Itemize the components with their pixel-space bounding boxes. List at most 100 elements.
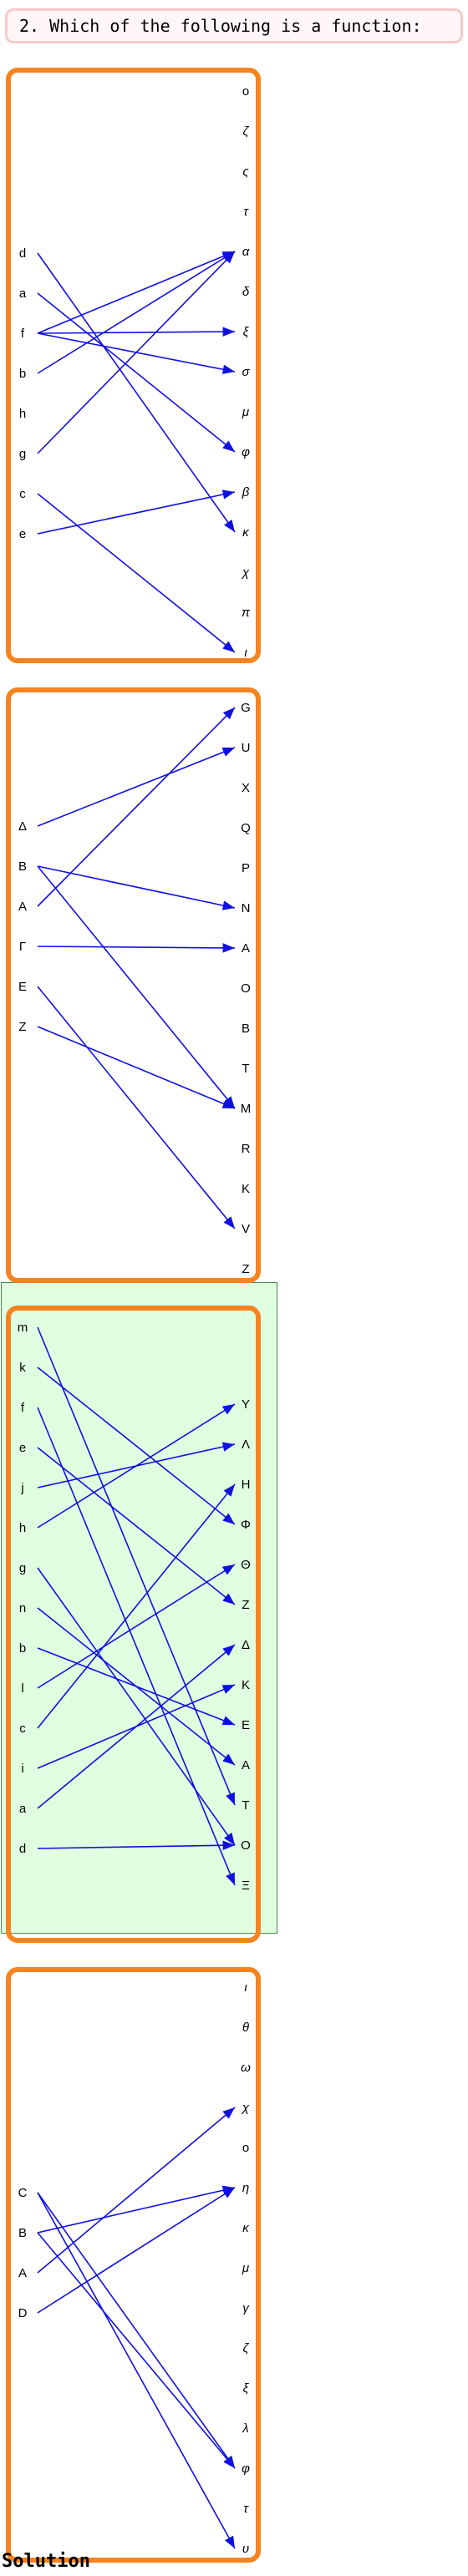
codomain-label: P <box>242 861 250 875</box>
codomain-label: o <box>242 2141 249 2155</box>
mapping-arrow <box>37 2232 236 2469</box>
option-2-diagram: Δ B A Γ E Z G U X Q P N A O B T M R K V Z <box>18 701 251 1276</box>
mapping-arrow <box>37 251 236 374</box>
domain-label: E <box>18 980 27 994</box>
option-1-diagram: d a f b h g c e o ζ ς τ α δ ξ σ μ φ β κ χ π ι <box>19 84 251 660</box>
option-3-diagram: m k f e j h g n b l c i a d Y Λ H Φ Θ Z Δ K E A T O Ξ <box>18 1321 251 1893</box>
codomain-label: α <box>242 245 250 259</box>
solution-label: Solution <box>2 2551 90 2572</box>
option-2-mapping[interactable]: Δ B A Γ E Z G U X Q P N A O B T M R K V Z <box>6 687 261 1283</box>
codomain-label: ς <box>242 165 249 179</box>
mapping-arrow <box>37 747 236 827</box>
codomain-label: O <box>241 981 251 996</box>
mapping-arrow <box>37 1647 236 1726</box>
domain-label: B <box>18 2226 27 2240</box>
mapping-arrow <box>37 292 236 453</box>
codomain-label: ι <box>244 646 247 660</box>
mapping-arrow <box>37 1447 236 1605</box>
domain-label: h <box>19 407 26 421</box>
codomain-label: μ <box>242 2261 249 2275</box>
codomain-label: Δ <box>242 1638 250 1652</box>
domain-label: k <box>19 1361 26 1375</box>
domain-label: b <box>19 367 26 381</box>
domain-label: Γ <box>19 940 26 954</box>
codomain-label: Z <box>242 1598 249 1612</box>
mapping-arrow <box>37 252 236 533</box>
domain-label: b <box>19 1641 26 1656</box>
mapping-arrow <box>37 1483 236 1729</box>
mapping-arrow <box>37 1403 236 1529</box>
mapping-arrow <box>37 2185 236 2234</box>
domain-label: f <box>21 1401 25 1415</box>
codomain-label: β <box>242 485 250 499</box>
domain-label: d <box>19 1842 26 1856</box>
domain-label: j <box>20 1481 23 1495</box>
mapping-arrow <box>37 251 236 334</box>
mapping-arrow <box>37 986 236 1230</box>
correct-answer-highlight <box>1 1282 277 1934</box>
mapping-arrow <box>37 1326 236 1806</box>
codomain-label: λ <box>242 2421 248 2436</box>
codomain-label: δ <box>242 285 250 299</box>
codomain-label: χ <box>241 2101 250 2115</box>
mapping-arrow <box>37 2192 236 2549</box>
mapping-arrow <box>37 865 236 1109</box>
codomain-label: T <box>242 1062 249 1076</box>
codomain-label: υ <box>242 2542 249 2556</box>
mapping-arrow <box>37 1840 236 1851</box>
codomain-label: K <box>242 1678 250 1692</box>
codomain-label: T <box>242 1798 249 1813</box>
domain-label: h <box>19 1521 26 1535</box>
mapping-arrow <box>37 1564 236 1689</box>
codomain-label: o <box>242 84 249 99</box>
codomain-label: φ <box>242 2462 250 2476</box>
codomain-label: O <box>241 1838 251 1853</box>
codomain-label: B <box>242 1022 250 1036</box>
codomain-label: A <box>242 1758 250 1772</box>
codomain-label: U <box>242 741 251 755</box>
codomain-label: κ <box>242 525 250 540</box>
domain-label: i <box>21 1762 23 1776</box>
option-1-mapping[interactable]: d a f b h g c e o ζ ς τ α δ ξ σ μ φ β κ χ π ι <box>6 68 261 663</box>
codomain-label: A <box>242 941 250 956</box>
codomain-label: τ <box>243 2502 249 2516</box>
domain-label: m <box>18 1321 28 1335</box>
domain-label: D <box>18 2306 28 2320</box>
codomain-label: χ <box>241 565 250 580</box>
mapping-arrow <box>37 2107 236 2274</box>
codomain-label: ζ <box>243 2341 250 2355</box>
mapping-arrow <box>37 2192 236 2469</box>
codomain-label: φ <box>242 445 250 459</box>
codomain-label: Θ <box>241 1558 251 1572</box>
option-3-mapping[interactable]: m k f e j h g n b l c i a d Y Λ H Φ Θ Z Δ K E A T O Ξ <box>6 1306 261 1943</box>
domain-label: C <box>18 2186 28 2200</box>
codomain-label: X <box>242 781 250 795</box>
codomain-label: ι <box>244 1980 247 1995</box>
codomain-label: Z <box>242 1262 249 1276</box>
mapping-arrow <box>37 1026 236 1109</box>
domain-label: a <box>19 287 27 301</box>
domain-label: Δ <box>18 819 27 834</box>
codomain-label: R <box>242 1142 251 1156</box>
mapping-arrow <box>37 327 236 337</box>
domain-label: c <box>19 1722 26 1736</box>
domain-label: l <box>21 1681 23 1696</box>
mapping-arrow <box>37 2187 236 2314</box>
codomain-label: Y <box>242 1397 250 1412</box>
domain-label: n <box>19 1601 26 1615</box>
codomain-label: Ξ <box>242 1879 250 1893</box>
mapping-arrow <box>37 493 236 653</box>
codomain-label: γ <box>242 2301 250 2315</box>
mapping-arrow <box>37 489 236 535</box>
option-4-diagram: C B A Dι θ ω χ o η κ μ γ ζ ξ λ φ τ υ <box>18 1980 252 2556</box>
domain-label: B <box>18 860 27 874</box>
codomain-label: η <box>242 2181 249 2195</box>
codomain-label: μ <box>242 405 249 419</box>
codomain-label: π <box>242 606 251 620</box>
codomain-label: V <box>242 1222 250 1236</box>
mapping-arrow <box>37 1367 236 1525</box>
domain-label: A <box>18 2266 27 2280</box>
domain-label: e <box>19 1441 26 1455</box>
codomain-label: ξ <box>243 2381 250 2396</box>
